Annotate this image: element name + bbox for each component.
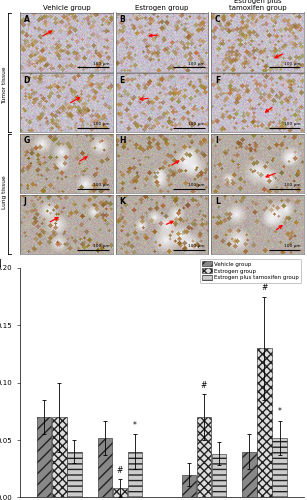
Text: #: # [261, 283, 268, 292]
Text: #: # [117, 466, 123, 474]
Text: 100 μm: 100 μm [188, 122, 205, 126]
Bar [272, 438, 287, 498]
Text: C: C [215, 15, 220, 24]
Text: I: I [215, 136, 218, 145]
Title: Estrogen group: Estrogen group [135, 4, 188, 10]
Bar [52, 417, 67, 498]
Text: J: J [24, 197, 26, 206]
Text: #: # [201, 380, 207, 390]
Text: Lung tissue: Lung tissue [2, 176, 6, 210]
Text: D: D [24, 76, 30, 84]
Bar [113, 488, 127, 498]
Bar [128, 452, 142, 498]
Text: 100 μm: 100 μm [284, 122, 300, 126]
Text: F: F [215, 76, 220, 84]
Text: 100 μm: 100 μm [92, 62, 109, 66]
Text: A: A [24, 15, 29, 24]
Text: K: K [119, 197, 125, 206]
Text: 100 μm: 100 μm [188, 62, 205, 66]
Text: 100 μm: 100 μm [188, 183, 205, 187]
Text: B: B [119, 15, 125, 24]
Text: 100 μm: 100 μm [284, 244, 300, 248]
Bar [212, 454, 226, 498]
Text: H: H [119, 136, 126, 145]
Bar [37, 417, 52, 498]
Bar [257, 348, 272, 498]
Bar [197, 417, 211, 498]
Bar [67, 452, 82, 498]
Text: 100 μm: 100 μm [92, 244, 109, 248]
Text: L: L [215, 197, 220, 206]
Bar [98, 438, 112, 498]
Title: Estrogen plus
tamoxifen group: Estrogen plus tamoxifen group [229, 0, 286, 10]
Title: Vehicle group: Vehicle group [43, 4, 90, 10]
Bar [242, 452, 257, 498]
Text: 100 μm: 100 μm [92, 183, 109, 187]
Text: E: E [119, 76, 125, 84]
Text: *: * [278, 407, 282, 416]
Legend: Vehicle group, Estrogen group, Estrogen plus tamoxifen group: Vehicle group, Estrogen group, Estrogen … [200, 259, 301, 282]
Text: 100 μm: 100 μm [284, 62, 300, 66]
Bar [182, 474, 196, 498]
Text: G: G [24, 136, 30, 145]
Text: 100 μm: 100 μm [92, 122, 109, 126]
Text: 100 μm: 100 μm [284, 183, 300, 187]
Text: *: * [133, 421, 137, 430]
Text: Tumor tissue: Tumor tissue [2, 66, 6, 104]
Text: 100 μm: 100 μm [188, 244, 205, 248]
Text: M: M [0, 259, 1, 269]
